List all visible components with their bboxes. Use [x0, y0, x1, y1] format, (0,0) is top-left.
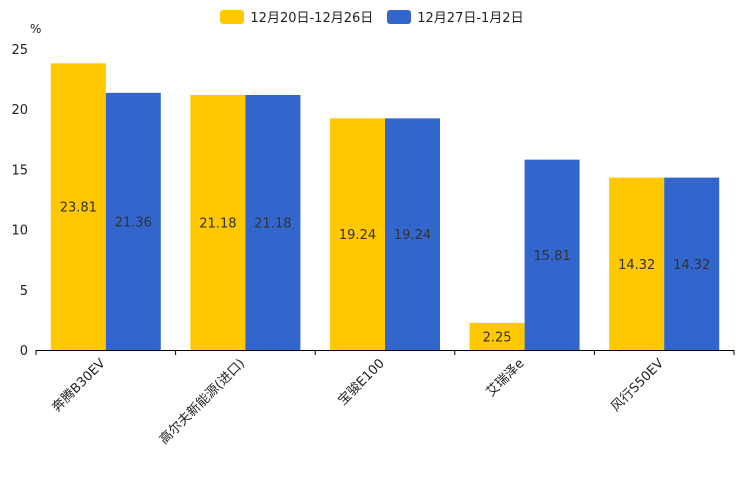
bar-2-4[interactable] [524, 159, 580, 350]
x-tick-label: 奔腾B30EV [49, 355, 109, 415]
bar-2-3[interactable] [385, 118, 440, 350]
x-tick-label: 风行S50EV [608, 356, 667, 415]
data-label: 14.32 [618, 258, 655, 273]
bar-1-4[interactable] [469, 322, 525, 350]
bar-1-3[interactable] [330, 118, 385, 350]
data-label: 19.24 [339, 228, 376, 243]
data-label: 23.81 [60, 201, 97, 216]
data-label: 21.36 [115, 215, 152, 230]
data-label: 21.18 [254, 216, 291, 231]
legend-item-series-2[interactable]: 12月27日-1月2日 [387, 7, 524, 26]
y-tick-label: 5 [20, 284, 28, 299]
bar-1-2[interactable] [190, 94, 246, 350]
y-tick-label: 25 [11, 43, 28, 58]
data-label: 15.81 [533, 249, 570, 264]
bar-1-5[interactable] [609, 177, 665, 350]
data-label: 2.25 [483, 330, 512, 345]
legend-label-series-2: 12月27日-1月2日 [417, 11, 524, 26]
data-label: 19.24 [394, 228, 431, 243]
data-label: 14.32 [673, 258, 710, 273]
legend-swatch-series-2 [387, 9, 412, 24]
x-tick-label: 宝骏E100 [335, 356, 387, 408]
bar-2-5[interactable] [664, 177, 720, 350]
legend-label-series-1: 12月20日-12月26日 [250, 11, 374, 26]
data-label: 21.18 [199, 216, 236, 231]
y-tick-label: 0 [20, 344, 28, 359]
y-tick-label: 10 [11, 224, 28, 239]
y-tick-label: 15 [11, 163, 28, 178]
bar-2-1[interactable] [105, 92, 161, 351]
y-tick-label: 20 [11, 103, 28, 118]
x-tick-label: 高尔夫新能源(进口) [156, 356, 248, 448]
legend-item-series-1[interactable]: 12月20日-12月26日 [220, 7, 373, 26]
bar-2-2[interactable] [245, 94, 301, 350]
x-tick-label: 艾瑞泽e [484, 356, 528, 400]
y-axis-unit-label: % [30, 22, 41, 36]
bar-1-1[interactable] [50, 63, 106, 350]
legend: 12月20日-12月26日 12月27日-1月2日 [0, 7, 744, 26]
legend-swatch-series-1 [220, 9, 245, 24]
